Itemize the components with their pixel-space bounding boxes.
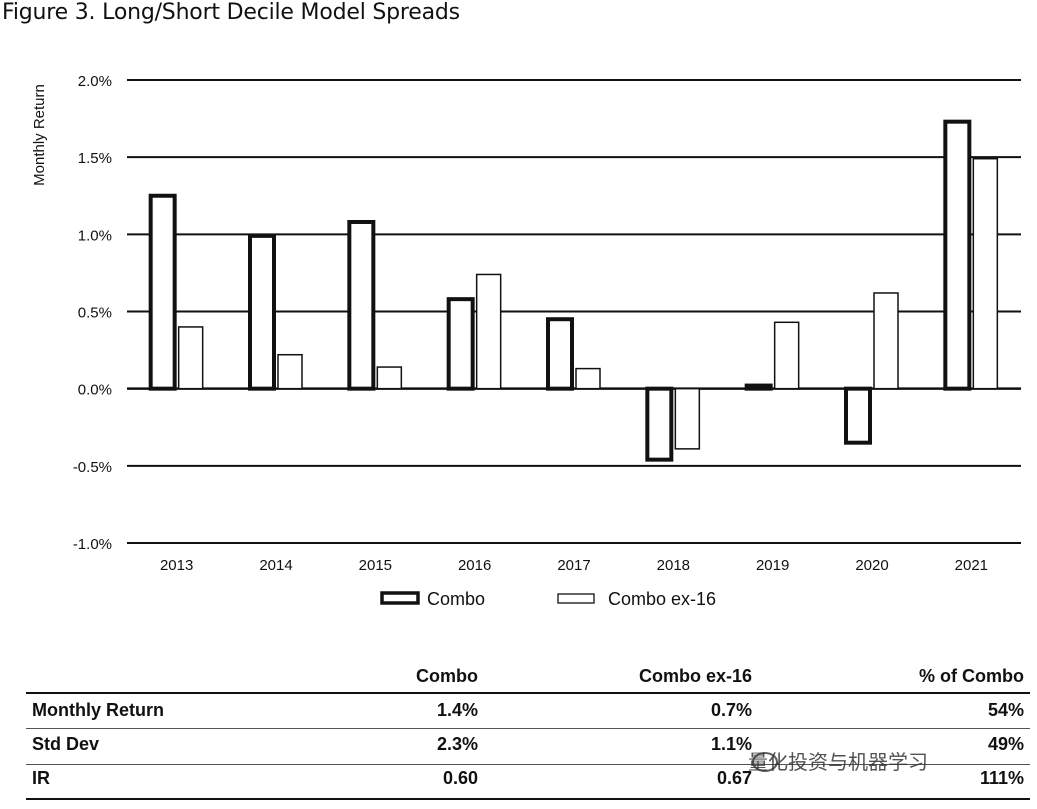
table-bottom-rule bbox=[26, 798, 1030, 800]
y-tick-label: 2.0% bbox=[78, 73, 112, 90]
bar-combo-ex16 bbox=[972, 157, 999, 390]
chart-legend: Combo Combo ex-16 bbox=[380, 589, 716, 609]
row-label: IR bbox=[32, 768, 50, 788]
table-row-divider bbox=[26, 728, 1030, 729]
bar-combo bbox=[347, 219, 376, 391]
cell-ex16: 0.7% bbox=[710, 700, 752, 720]
cell-pct: 49% bbox=[987, 734, 1024, 754]
table-header-ex16: Combo ex-16 bbox=[638, 666, 752, 686]
bar-combo bbox=[943, 119, 972, 391]
bar-combo bbox=[645, 386, 674, 462]
y-tick-label: 1.0% bbox=[78, 227, 112, 244]
bar-combo bbox=[844, 386, 872, 445]
x-tick-label: 2015 bbox=[359, 557, 392, 574]
table-row: IR 0.60 0.67 111% bbox=[26, 762, 1030, 796]
legend-label-combo-ex16: Combo ex-16 bbox=[608, 589, 716, 609]
x-tick-label: 2014 bbox=[259, 557, 292, 574]
y-tick-label: -1.0% bbox=[73, 536, 112, 553]
y-tick-label: 0.0% bbox=[78, 382, 112, 399]
cell-ex16: 0.67 bbox=[716, 768, 752, 788]
bar-combo-ex16 bbox=[475, 273, 502, 390]
x-tick-label: 2013 bbox=[160, 557, 193, 574]
x-tick-label: 2018 bbox=[657, 557, 690, 574]
y-tick-label: -0.5% bbox=[73, 459, 112, 476]
table-row: Std Dev 2.3% 1.1% 49% bbox=[26, 728, 1030, 762]
figure-title: Figure 3. Long/Short Decile Model Spread… bbox=[2, 0, 460, 25]
bar-combo-ex16 bbox=[575, 367, 601, 390]
y-axis-ticks: -1.0% -0.5% 0.0% 0.5% 1.0% 1.5% 2.0% bbox=[73, 73, 112, 553]
cell-ex16: 1.1% bbox=[710, 734, 752, 754]
table-row: Monthly Return 1.4% 0.7% 54% bbox=[26, 694, 1030, 728]
bar-combo-ex16 bbox=[376, 366, 403, 390]
bar-combo-ex16 bbox=[773, 321, 800, 390]
bar-chart: -1.0% -0.5% 0.0% 0.5% 1.0% 1.5% 2.0% Monthly R… bbox=[31, 73, 1021, 609]
table-header-row: Combo Combo ex-16 % of Combo bbox=[26, 660, 1030, 692]
table-header-pct: % of Combo bbox=[919, 666, 1024, 686]
table-header-rule bbox=[26, 692, 1030, 694]
cell-pct: 111% bbox=[979, 768, 1024, 788]
bar-combo bbox=[546, 317, 574, 391]
cell-combo: 0.60 bbox=[442, 768, 478, 788]
cell-combo: 1.4% bbox=[436, 700, 478, 720]
table-header-combo: Combo bbox=[416, 666, 478, 686]
x-tick-label: 2016 bbox=[458, 557, 491, 574]
summary-table: Combo Combo ex-16 % of Combo Monthly Ret… bbox=[26, 660, 1030, 800]
legend-label-combo: Combo bbox=[427, 589, 485, 609]
bar-combo-ex16 bbox=[873, 292, 899, 390]
cell-pct: 54% bbox=[987, 700, 1024, 720]
row-label: Std Dev bbox=[32, 734, 100, 754]
y-tick-label: 0.5% bbox=[78, 305, 112, 322]
wechat-icon bbox=[752, 752, 778, 772]
x-tick-label: 2019 bbox=[756, 557, 789, 574]
bar-combo-ex16 bbox=[177, 326, 204, 390]
chart-bars bbox=[148, 119, 999, 462]
y-axis-label: Monthly Return bbox=[31, 84, 48, 186]
bar-combo bbox=[248, 233, 276, 391]
cell-combo: 2.3% bbox=[436, 734, 478, 754]
bar-combo-ex16 bbox=[277, 353, 303, 390]
bar-combo bbox=[744, 383, 773, 391]
bar-combo bbox=[446, 297, 475, 391]
legend-swatch-combo bbox=[380, 591, 420, 605]
x-tick-label: 2017 bbox=[557, 557, 590, 574]
table-row-divider bbox=[26, 764, 1030, 765]
bar-combo bbox=[148, 193, 177, 391]
x-tick-label: 2020 bbox=[855, 557, 888, 574]
row-label: Monthly Return bbox=[32, 700, 164, 720]
y-tick-label: 1.5% bbox=[78, 150, 112, 167]
watermark: 量化投资与机器学习 bbox=[748, 750, 928, 774]
legend-swatch-combo-ex16 bbox=[557, 593, 595, 604]
x-axis-ticks: 2013 2014 2015 2016 2017 2018 2019 2020 2021 bbox=[160, 557, 988, 574]
x-tick-label: 2021 bbox=[955, 557, 988, 574]
bar-combo-ex16 bbox=[674, 387, 701, 450]
